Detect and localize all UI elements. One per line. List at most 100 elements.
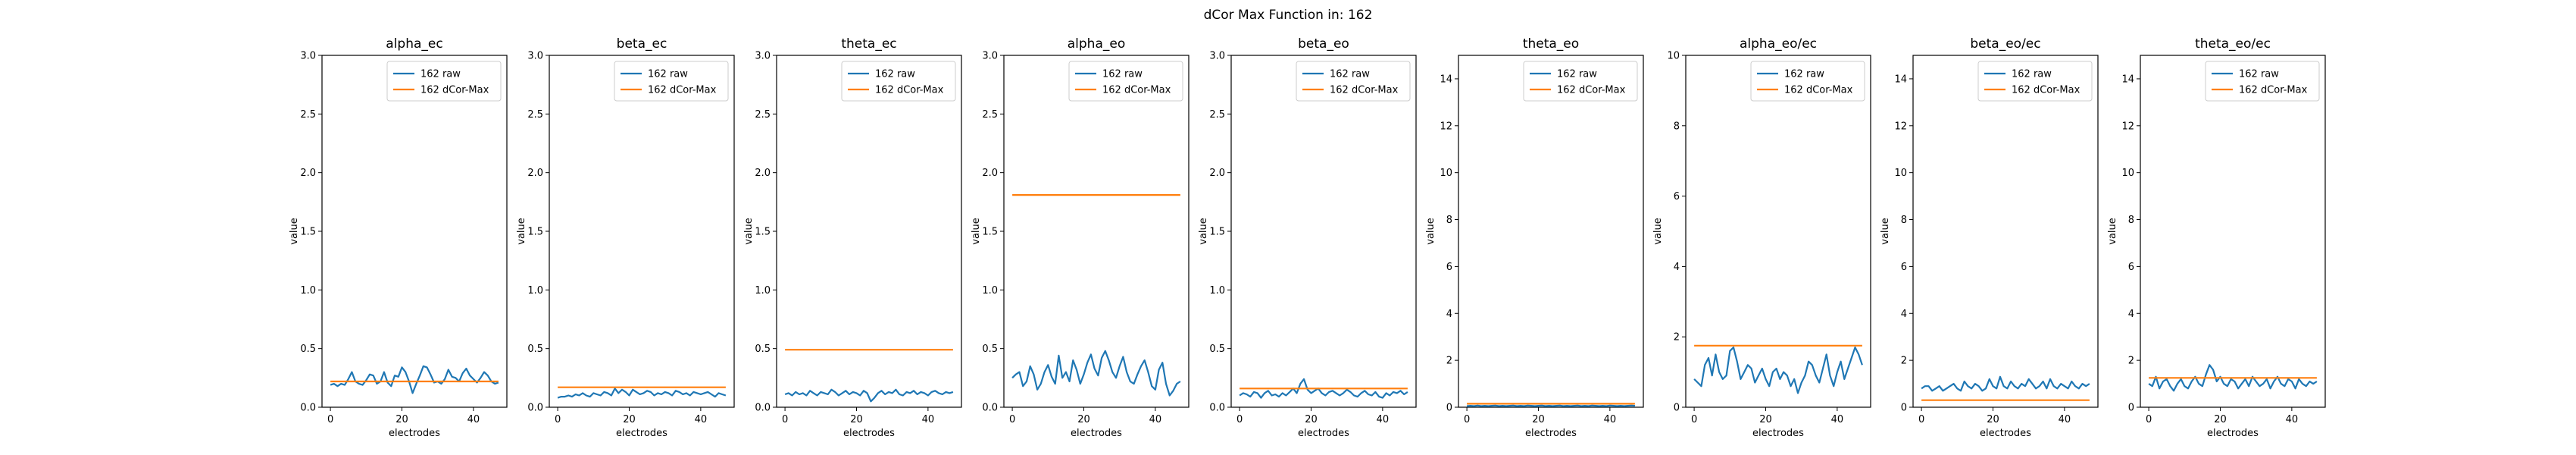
x-axis-label: electrodes — [2207, 428, 2259, 439]
y-tick-label: 6 — [2128, 262, 2134, 273]
raw-series-line — [1693, 347, 1863, 394]
y-tick-label: 1.5 — [982, 227, 998, 238]
raw-series-line — [557, 388, 727, 399]
subplot-title: beta_ec — [617, 36, 667, 52]
y-axis-label: value — [1880, 218, 1891, 245]
x-tick-label: 40 — [1377, 414, 1390, 425]
y-tick-label: 10 — [1894, 168, 1907, 179]
axes-frame — [1003, 55, 1190, 408]
y-tick-label: 3.0 — [527, 51, 543, 62]
legend: 162 raw 162 dCor-Max — [614, 61, 729, 102]
subplot-grid: alpha_ec0 20 400.00.51.01.52.02.53.0electr… — [289, 36, 2326, 439]
raw-series-line — [330, 365, 499, 394]
raw-series-line — [1921, 375, 2090, 392]
x-axis-label: electrodes — [1298, 428, 1349, 439]
legend-label: 162 raw — [875, 69, 915, 80]
y-tick-label: 3.0 — [982, 51, 998, 62]
y-tick-label: 8 — [1446, 215, 1452, 226]
raw-series-line — [784, 388, 954, 403]
y-tick-label: 0 — [1674, 403, 1680, 414]
subplot-alpha-eo-ec: alpha_eo/ec 0 20 40 0 2 4 6 8 10 electrodes value 16… — [1652, 36, 1871, 439]
y-tick-label: 4 — [1674, 262, 1680, 273]
legend-label: 162 dCor-Max — [875, 85, 944, 96]
y-tick-label: 1.5 — [300, 227, 316, 238]
x-tick-label: 40 — [1604, 414, 1617, 425]
legend-label: 162 dCor-Max — [2239, 85, 2308, 96]
y-axis-label: value — [516, 218, 527, 245]
x-tick-label: 20 — [395, 414, 408, 425]
x-tick-label: 40 — [1149, 414, 1162, 425]
y-tick-label: 1.5 — [1209, 227, 1225, 238]
y-tick-label: 4 — [2128, 309, 2134, 320]
axes-frame — [776, 55, 962, 408]
raw-series-line — [1011, 350, 1181, 397]
y-tick-label: 2.0 — [755, 168, 771, 179]
legend-label: 162 dCor-Max — [1102, 85, 1171, 96]
legend: 162 raw 162 dCor-Max — [1977, 61, 2093, 102]
raw-series-line — [2148, 364, 2318, 392]
x-tick-label: 20 — [1532, 414, 1545, 425]
x-tick-label: 0 — [1918, 414, 1924, 425]
subplot-title: theta_ec — [841, 36, 896, 52]
x-tick-label: 0 — [782, 414, 788, 425]
subplot-title: beta_eo/ec — [1970, 36, 2040, 52]
legend-label: 162 raw — [2012, 69, 2052, 80]
subplot-alpha-ec: alpha_ec 0 20 40 0.0 0.5 1.0 1.5 2.0 2.5 3.0 electr… — [289, 36, 508, 439]
y-tick-label: 1.0 — [527, 285, 543, 297]
y-tick-label: 0.0 — [1209, 403, 1225, 414]
axes-frame — [2140, 55, 2326, 408]
y-tick-label: 0.5 — [1209, 344, 1225, 355]
y-tick-label: 14 — [1894, 74, 1907, 85]
y-tick-label: 0 — [1446, 403, 1452, 414]
y-tick-label: 14 — [2121, 74, 2134, 85]
legend: 162 raw 162 dCor-Max — [1750, 61, 1865, 102]
y-tick-label: 6 — [1674, 191, 1680, 202]
subplot-theta-ec: theta_ec 0 20 40 0.0 0.5 1.0 1.5 2.0 2.5 3.0 electr… — [743, 36, 962, 439]
legend-label: 162 raw — [420, 69, 461, 80]
x-tick-label: 20 — [1987, 414, 1999, 425]
subplot-theta-eo-ec: theta_eo/ec 0 20 40 0 2 4 6 8 10 12 14 electrodes val… — [2107, 36, 2326, 439]
y-tick-label: 2.5 — [1209, 109, 1225, 121]
y-tick-label: 2.0 — [982, 168, 998, 179]
y-tick-label: 2 — [1901, 356, 1907, 367]
legend: 162 raw 162 dCor-Max — [1296, 61, 1411, 102]
x-tick-label: 20 — [1759, 414, 1772, 425]
axes-frame — [1912, 55, 2099, 408]
x-tick-label: 0 — [1464, 414, 1470, 425]
x-tick-label: 20 — [1305, 414, 1318, 425]
y-tick-label: 2.5 — [755, 109, 771, 121]
axes-frame — [1230, 55, 1417, 408]
y-tick-label: 2.5 — [982, 109, 998, 121]
y-tick-label: 8 — [2128, 215, 2134, 226]
x-tick-label: 0 — [327, 414, 333, 425]
subplot-title: beta_eo — [1298, 36, 1349, 52]
subplot-title: alpha_eo — [1068, 36, 1125, 52]
y-axis-label: value — [1425, 218, 1436, 245]
y-tick-label: 10 — [2121, 168, 2134, 179]
legend: 162 raw 162 dCor-Max — [841, 61, 956, 102]
y-tick-label: 10 — [1667, 51, 1680, 62]
x-tick-label: 40 — [922, 414, 935, 425]
x-axis-label: electrodes — [1752, 428, 1804, 439]
subplot-beta-eo: beta_eo 0 20 40 0.0 0.5 1.0 1.5 2.0 2.5 3.0 electro… — [1198, 36, 1417, 439]
x-tick-label: 40 — [695, 414, 708, 425]
y-tick-label: 6 — [1901, 262, 1907, 273]
legend-box — [1068, 61, 1183, 102]
axes-frame — [1458, 55, 1644, 408]
y-axis-label: value — [1198, 218, 1209, 245]
legend-label: 162 dCor-Max — [2012, 85, 2080, 96]
y-tick-label: 6 — [1446, 262, 1452, 273]
y-tick-label: 1.0 — [300, 285, 316, 297]
x-axis-label: electrodes — [1980, 428, 2031, 439]
y-axis-label: value — [2107, 218, 2118, 245]
legend: 162 raw 162 dCor-Max — [2205, 61, 2320, 102]
legend-label: 162 dCor-Max — [1557, 85, 1626, 96]
y-tick-label: 3.0 — [755, 51, 771, 62]
y-axis-label: value — [289, 218, 300, 245]
y-axis-label: value — [743, 218, 755, 245]
y-tick-label: 1.0 — [1209, 285, 1225, 297]
legend-label: 162 raw — [1102, 69, 1143, 80]
y-tick-label: 1.0 — [982, 285, 998, 297]
legend: 162 raw 162 dCor-Max — [386, 61, 502, 102]
